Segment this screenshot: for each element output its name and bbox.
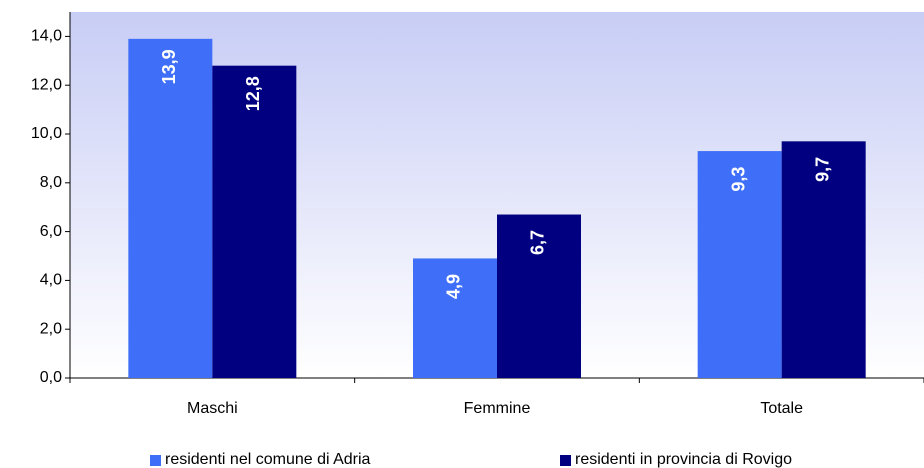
bar — [497, 214, 581, 378]
x-tick-label: Maschi — [187, 400, 238, 417]
y-tick-label: 0,0 — [40, 369, 62, 386]
x-tick-label: Totale — [760, 400, 803, 417]
legend-swatch — [560, 455, 571, 466]
value-label: 9,3 — [728, 167, 748, 192]
value-label: 13,9 — [159, 49, 179, 84]
value-label: 12,8 — [243, 76, 263, 111]
value-label: 9,7 — [812, 157, 832, 182]
legend-label: residenti nel comune di Adria — [165, 451, 371, 468]
bar — [781, 141, 866, 378]
y-tick-label: 8,0 — [40, 174, 62, 191]
y-tick-label: 4,0 — [40, 272, 62, 289]
value-label: 4,9 — [444, 274, 464, 299]
bar — [128, 38, 213, 379]
y-tick-label: 14,0 — [31, 28, 62, 45]
bar — [212, 65, 297, 379]
y-tick-label: 6,0 — [40, 223, 62, 240]
y-tick-label: 12,0 — [31, 76, 62, 93]
legend-label: residenti in provincia di Rovigo — [575, 451, 792, 468]
y-tick-label: 2,0 — [40, 320, 62, 337]
bar — [413, 258, 497, 378]
y-tick-label: 10,0 — [31, 125, 62, 142]
bar — [697, 151, 782, 378]
x-tick-label: Femmine — [464, 400, 531, 417]
legend-swatch — [150, 455, 161, 466]
value-label: 6,7 — [528, 230, 548, 255]
